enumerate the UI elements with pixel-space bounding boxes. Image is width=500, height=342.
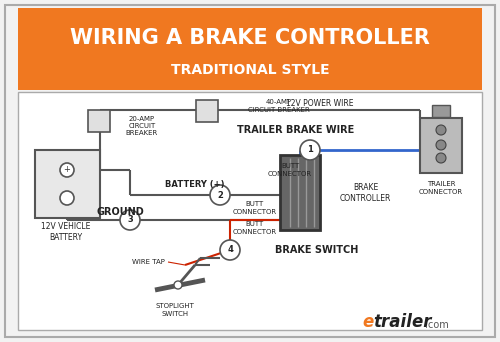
Bar [432, 105, 450, 117]
Circle shape [436, 125, 446, 135]
Text: GROUND: GROUND [96, 207, 144, 217]
Text: BUTT
CONNECTOR: BUTT CONNECTOR [233, 222, 277, 235]
Text: .com: .com [425, 320, 449, 330]
Text: TRADITIONAL STYLE: TRADITIONAL STYLE [170, 63, 330, 77]
Circle shape [436, 153, 446, 163]
Text: WIRE TAP: WIRE TAP [132, 259, 165, 265]
Text: BUTT
CONNECTOR: BUTT CONNECTOR [233, 201, 277, 214]
Text: 2: 2 [217, 190, 223, 199]
Circle shape [210, 185, 230, 205]
Text: trailer: trailer [373, 313, 432, 331]
Text: 3: 3 [127, 215, 133, 224]
Text: BRAKE SWITCH: BRAKE SWITCH [275, 245, 358, 255]
Text: STOPLIGHT
SWITCH: STOPLIGHT SWITCH [156, 303, 194, 316]
Text: BRAKE
CONTROLLER: BRAKE CONTROLLER [340, 183, 392, 203]
Bar [196, 100, 218, 122]
Text: 20-AMP
CIRCUIT
BREAKER: 20-AMP CIRCUIT BREAKER [126, 116, 158, 136]
Circle shape [60, 191, 74, 205]
Circle shape [220, 240, 240, 260]
Circle shape [436, 140, 446, 150]
Bar [18, 8, 482, 90]
Text: 4: 4 [227, 246, 233, 254]
Text: TRAILER BRAKE WIRE: TRAILER BRAKE WIRE [238, 125, 354, 135]
Text: 12V POWER WIRE: 12V POWER WIRE [286, 98, 354, 107]
Circle shape [174, 281, 182, 289]
Text: BUTT
CONNECTOR: BUTT CONNECTOR [268, 163, 312, 176]
Text: 40-AMP
CIRCUIT BREAKER: 40-AMP CIRCUIT BREAKER [248, 100, 310, 113]
Text: 12V VEHICLE
BATTERY: 12V VEHICLE BATTERY [42, 222, 90, 242]
Bar [88, 110, 110, 132]
Circle shape [120, 210, 140, 230]
Circle shape [60, 163, 74, 177]
Bar [35, 150, 100, 218]
Text: e: e [362, 313, 373, 331]
Text: +: + [64, 166, 70, 174]
Bar [18, 92, 482, 330]
Text: BATTERY (+): BATTERY (+) [165, 181, 225, 189]
Text: 1: 1 [307, 145, 313, 155]
Bar [280, 155, 320, 230]
Text: TRAILER
CONNECTOR: TRAILER CONNECTOR [419, 182, 463, 195]
Text: WIRING A BRAKE CONTROLLER: WIRING A BRAKE CONTROLLER [70, 28, 430, 48]
Circle shape [300, 140, 320, 160]
Bar [420, 118, 462, 173]
